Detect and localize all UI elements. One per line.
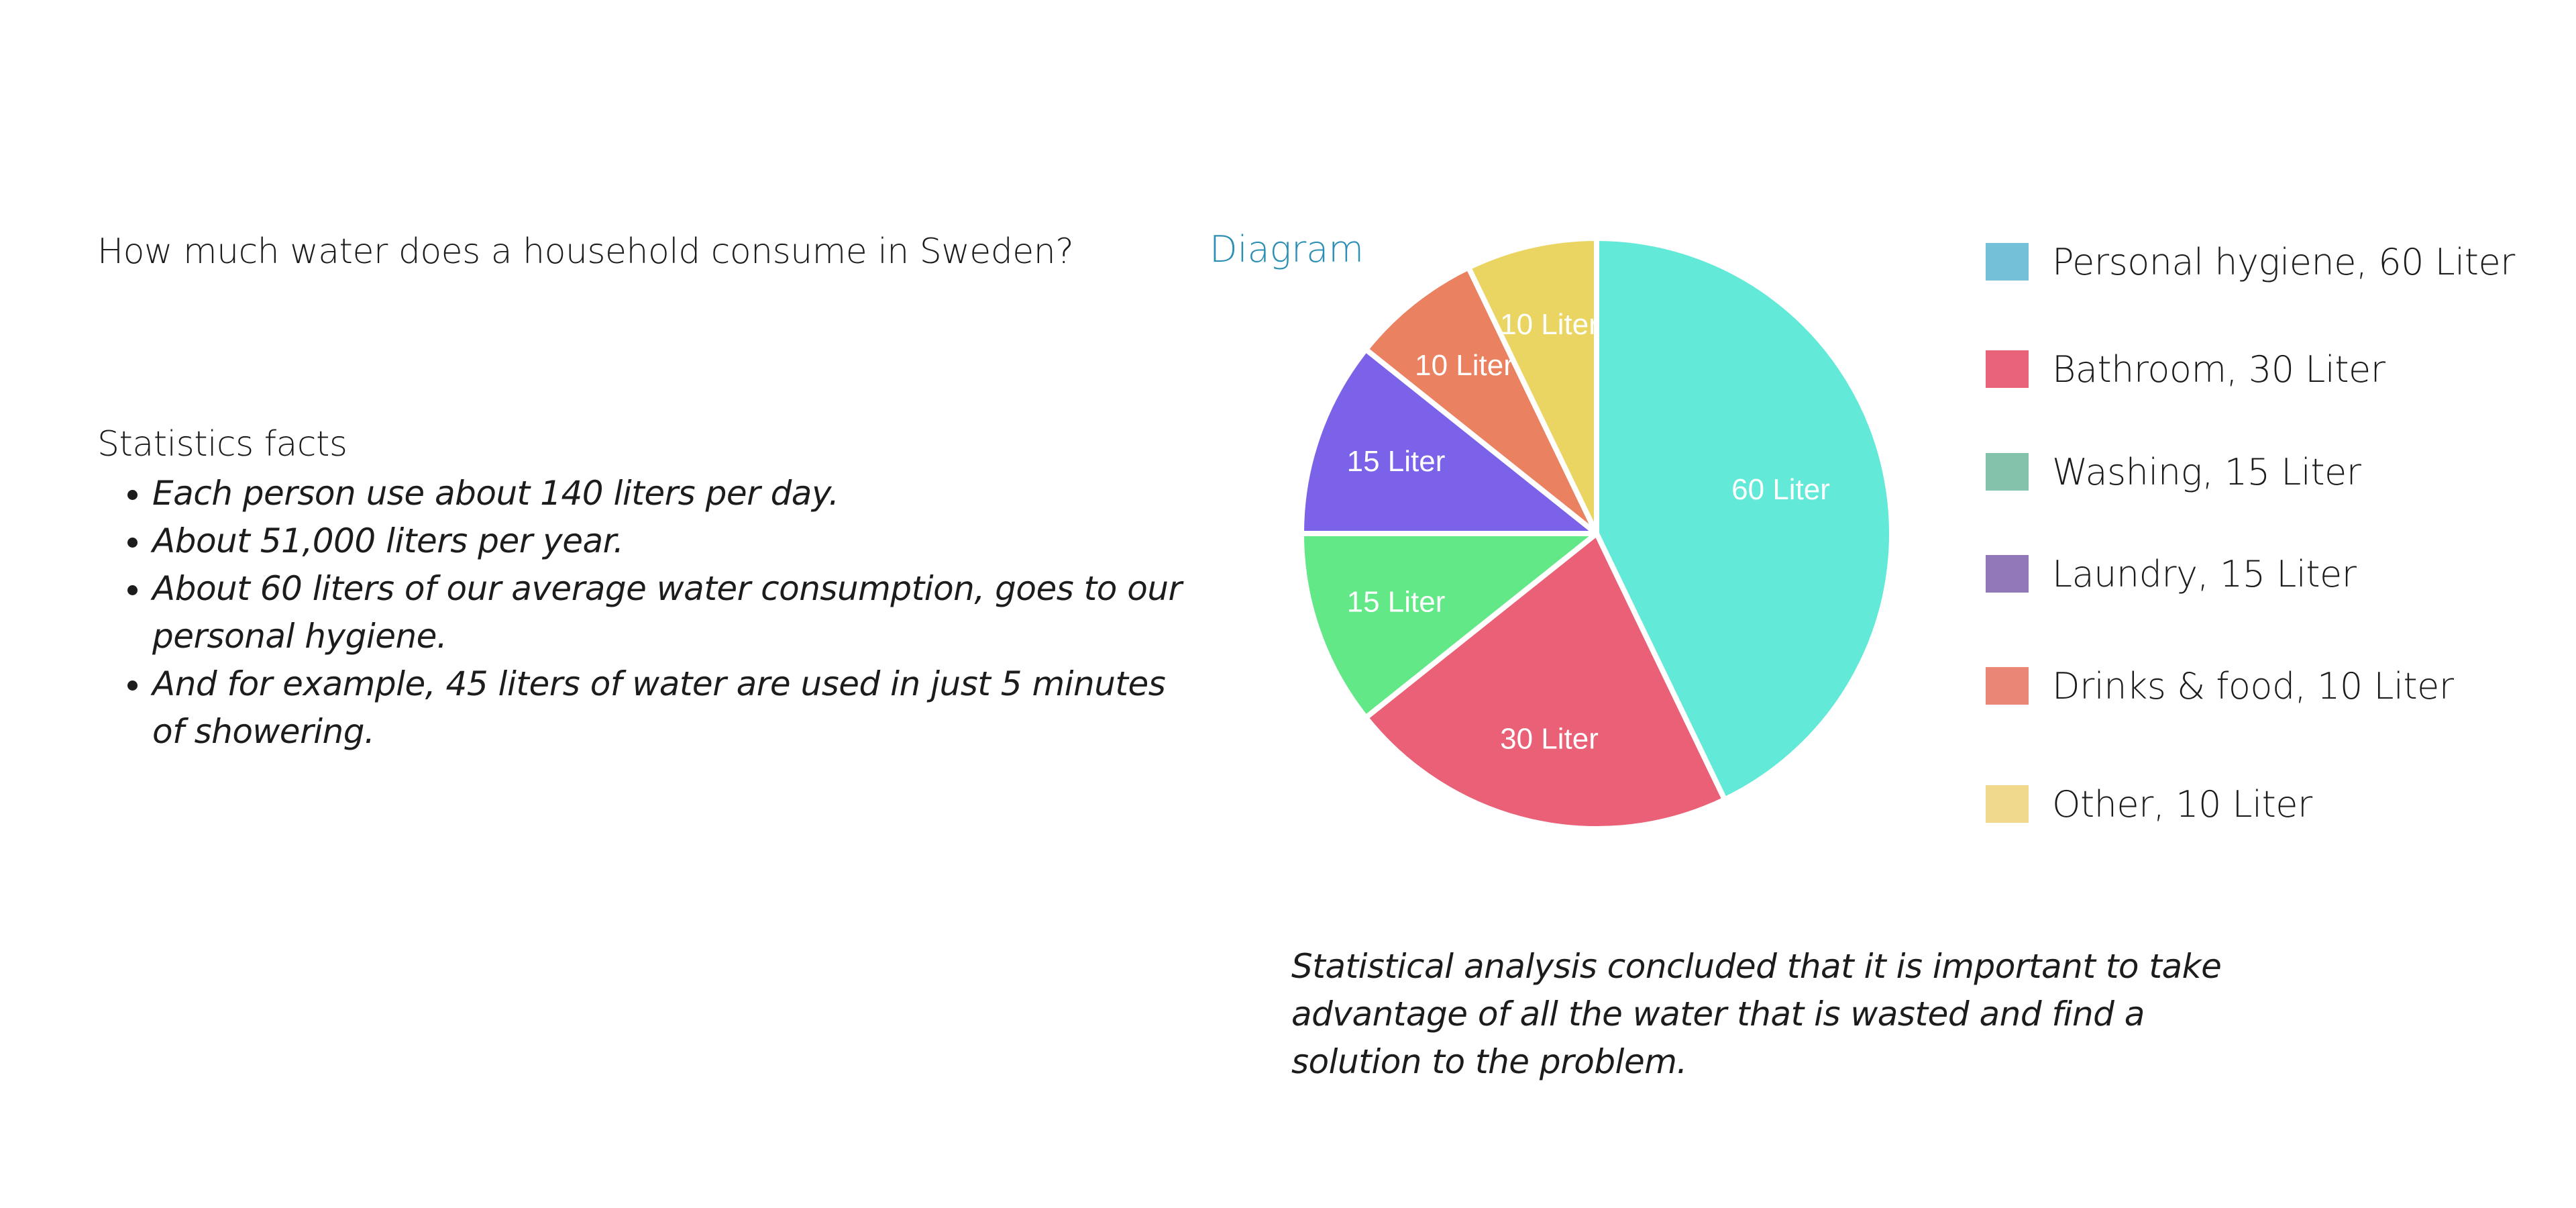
pie-labels: 60 Liter 30 Liter 15 Liter 15 Liter 10 Liter… bbox=[1347, 308, 1830, 756]
pie-slice-5 bbox=[1466, 236, 1599, 536]
legend-swatch bbox=[1986, 785, 2029, 823]
diagram-label: Diagram bbox=[1210, 228, 1364, 270]
fact-item: And for example, 45 liters of water are … bbox=[152, 660, 1199, 756]
legend-item-3: Laundry, 15 Liter bbox=[1986, 552, 2357, 595]
facts-list: Each person use about 140 liters per day… bbox=[97, 470, 1199, 756]
chart-legend: Personal hygiene, 60 Liter Bathroom, 30 L… bbox=[1986, 240, 2536, 846]
pie-slice-1 bbox=[1362, 531, 1727, 832]
conclusion-text: Statistical analysis concluded that it i… bbox=[1291, 947, 2222, 1081]
pie-slice-4 bbox=[1362, 264, 1599, 536]
legend-item-2: Washing, 15 Liter bbox=[1986, 450, 2361, 493]
slice-label-3: 15 Liter bbox=[1347, 445, 1446, 478]
pie-chart: 60 Liter 30 Liter 15 Liter 15 Liter 10 Liter… bbox=[1299, 236, 1894, 832]
fact-item: Each person use about 140 liters per day… bbox=[152, 470, 1199, 517]
question-heading: How much water does a household consume … bbox=[97, 232, 1074, 272]
legend-item-5: Other, 10 Liter bbox=[1986, 783, 2312, 825]
slice-label-0: 60 Liter bbox=[1731, 473, 1830, 506]
slice-label-4: 10 Liter bbox=[1415, 349, 1513, 382]
legend-swatch bbox=[1986, 667, 2029, 705]
legend-label: Bathroom, 30 Liter bbox=[2052, 348, 2385, 391]
legend-item-1: Bathroom, 30 Liter bbox=[1986, 348, 2385, 391]
fact-item: About 60 liters of our average water con… bbox=[152, 565, 1199, 660]
legend-label: Personal hygiene, 60 Liter bbox=[2052, 240, 2515, 283]
legend-swatch bbox=[1986, 453, 2029, 491]
slice-label-5: 10 Liter bbox=[1500, 308, 1599, 341]
pie-slice-3 bbox=[1299, 346, 1599, 536]
legend-item-0: Personal hygiene, 60 Liter bbox=[1986, 240, 2515, 283]
legend-label: Other, 10 Liter bbox=[2052, 783, 2312, 825]
legend-swatch bbox=[1986, 555, 2029, 593]
slice-label-2: 15 Liter bbox=[1347, 585, 1446, 618]
legend-swatch bbox=[1986, 350, 2029, 388]
pie-slices bbox=[1299, 236, 1894, 832]
slice-label-1: 30 Liter bbox=[1500, 722, 1599, 755]
pie-slice-2 bbox=[1299, 531, 1599, 721]
facts-title: Statistics facts bbox=[97, 424, 347, 464]
legend-swatch bbox=[1986, 243, 2029, 281]
legend-label: Laundry, 15 Liter bbox=[2052, 552, 2357, 595]
legend-label: Washing, 15 Liter bbox=[2052, 450, 2361, 493]
pie-slice-0 bbox=[1594, 236, 1894, 803]
legend-label: Drinks & food, 10 Liter bbox=[2052, 664, 2454, 707]
legend-item-4: Drinks & food, 10 Liter bbox=[1986, 664, 2454, 707]
fact-item: About 51,000 liters per year. bbox=[152, 517, 1199, 565]
